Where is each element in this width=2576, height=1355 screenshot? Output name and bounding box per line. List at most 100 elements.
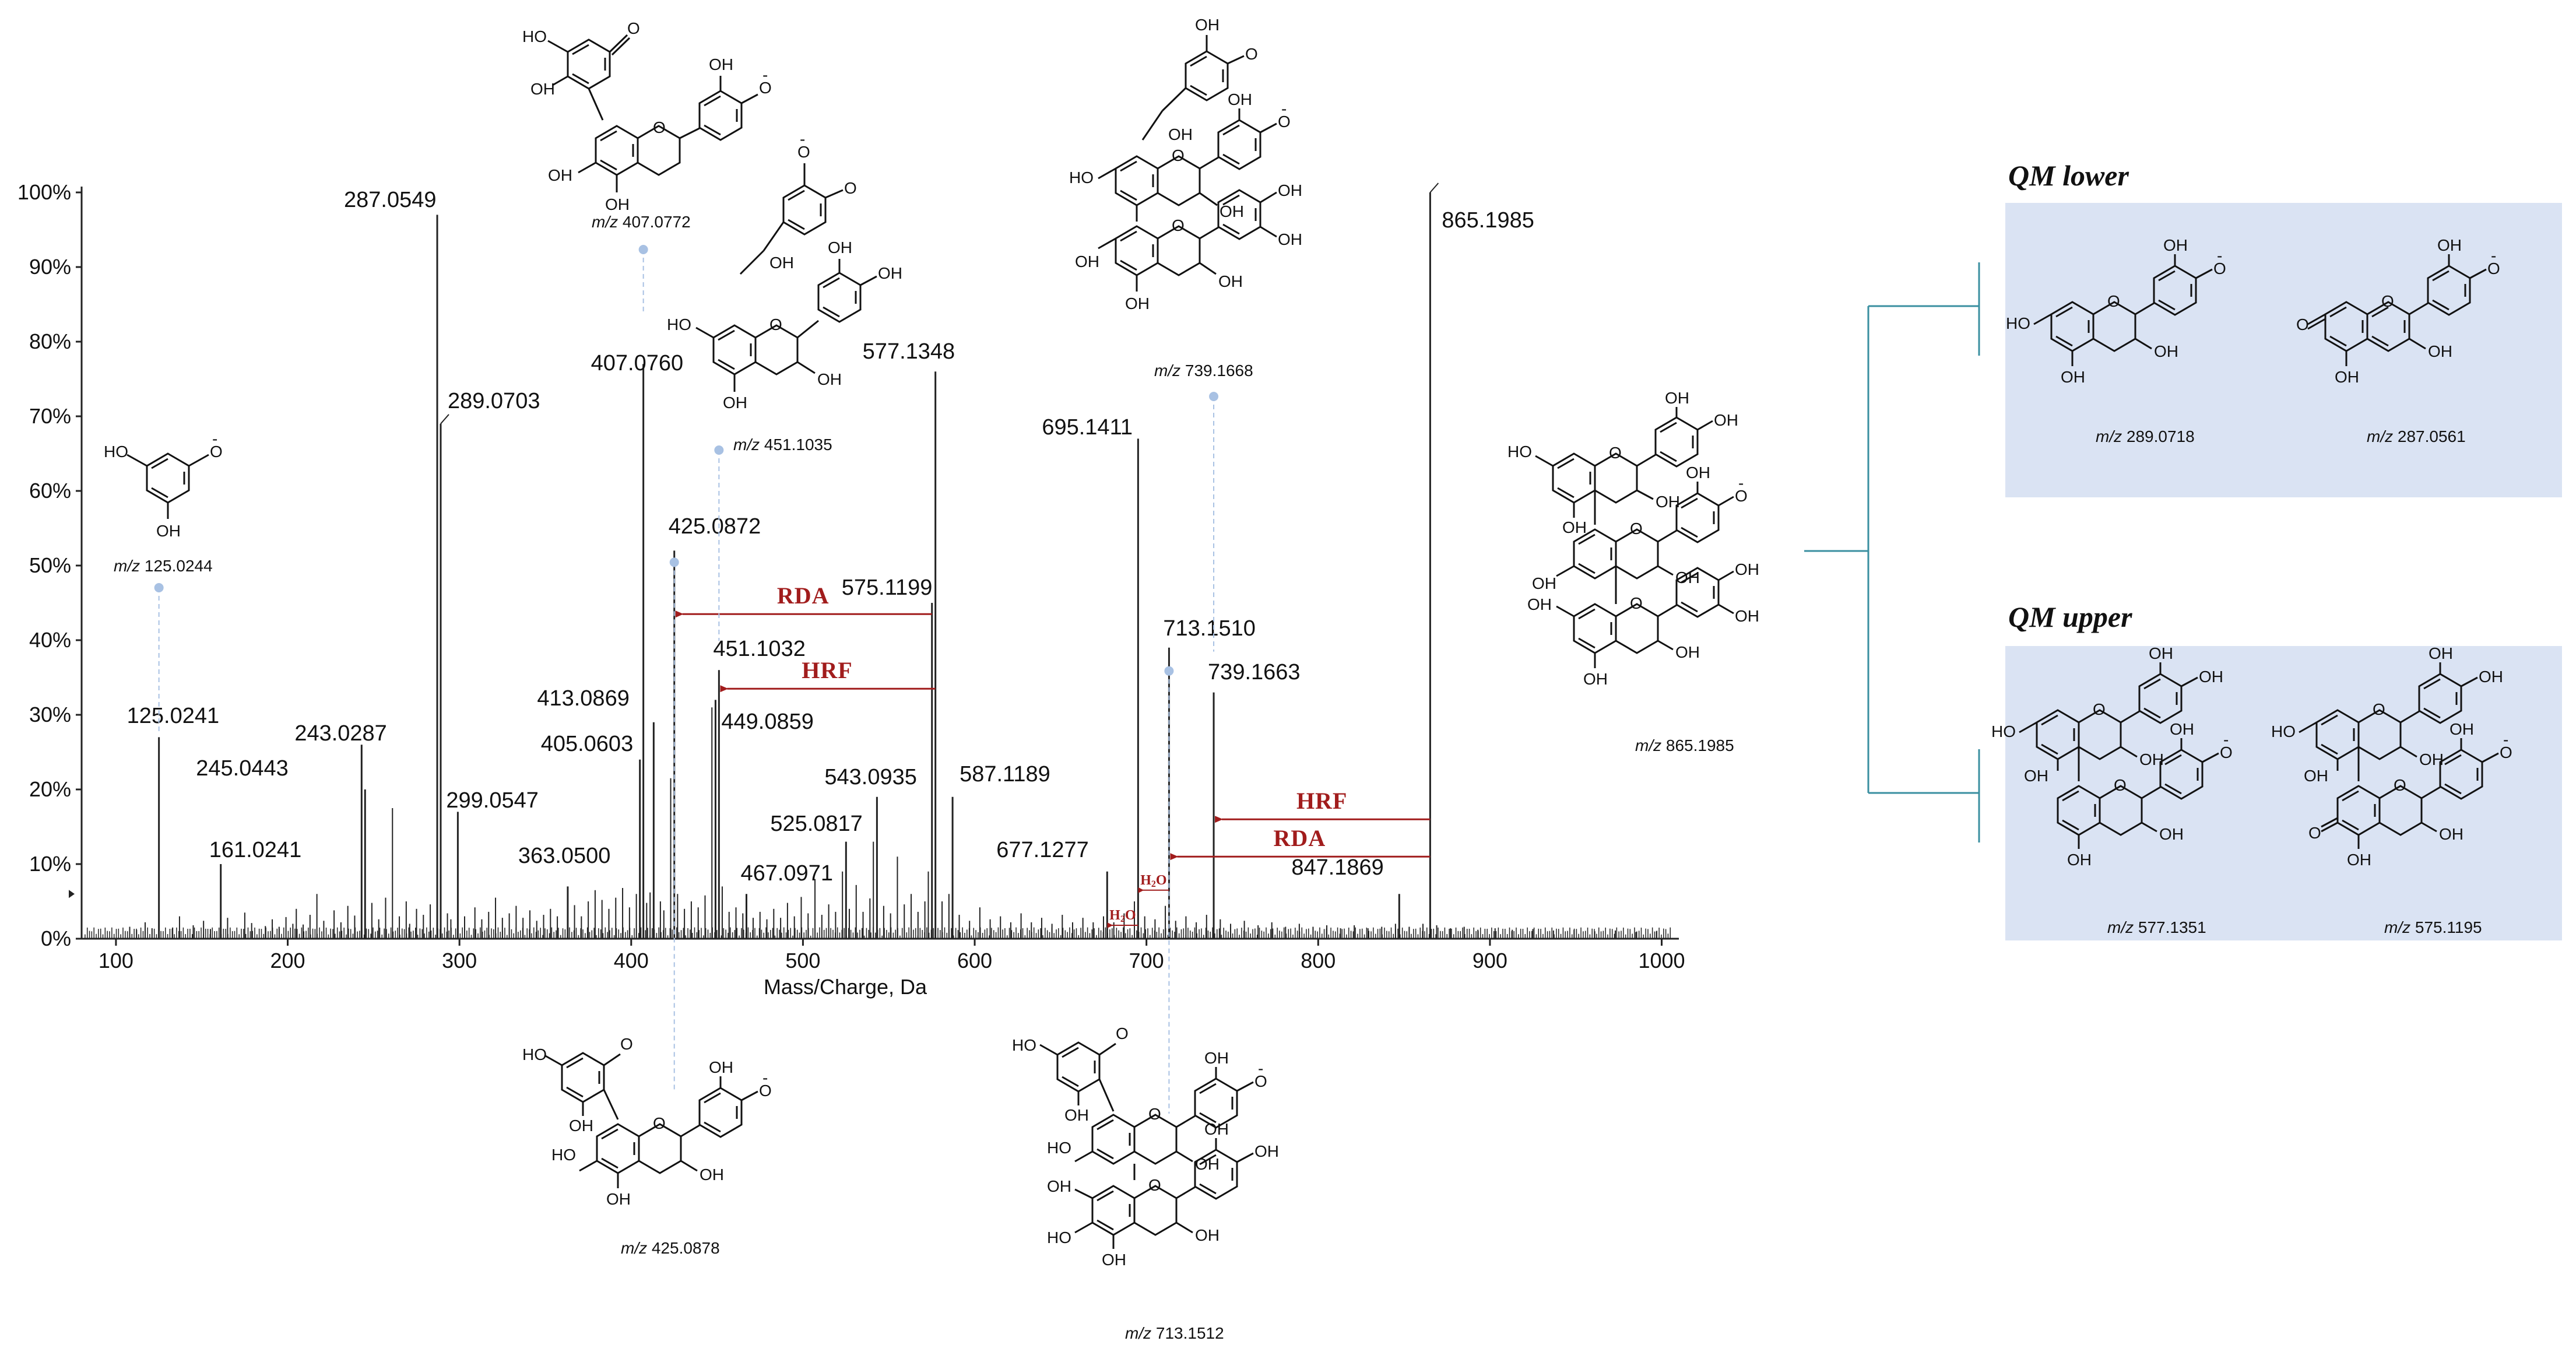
structure-289-mz: m/z 289.0718 bbox=[2096, 427, 2195, 445]
y-tick-label: 100% bbox=[17, 180, 71, 204]
y-tick-label: 10% bbox=[29, 852, 71, 876]
structure-289: O HO OH OH OH O - bbox=[2006, 236, 2226, 386]
peak-label: 425.0872 bbox=[669, 514, 761, 539]
structure-575-mz: m/z 575.1195 bbox=[2384, 918, 2482, 936]
hydroxyl-label: HO bbox=[522, 1045, 547, 1063]
fragmentation-label: H2O bbox=[1140, 873, 1166, 889]
peak-label: 289.0703 bbox=[448, 389, 540, 413]
hydroxyl-label: OH bbox=[1714, 411, 1738, 429]
oxide-label: O bbox=[2487, 259, 2500, 278]
hydroxyl-label: OH bbox=[156, 522, 181, 540]
peak-label: 677.1277 bbox=[996, 838, 1089, 862]
guide-dot bbox=[638, 245, 648, 254]
oxide-charge: - bbox=[212, 430, 217, 448]
ring-oxygen-label: O bbox=[1148, 1176, 1161, 1194]
hydroxyl-label: OH bbox=[2154, 342, 2178, 360]
peak-label: 865.1985 bbox=[1442, 208, 1534, 233]
hydroxyl-label: OH bbox=[2479, 668, 2503, 686]
oxide-label: O bbox=[620, 1035, 633, 1053]
minor-peaks bbox=[85, 707, 1671, 939]
hydroxyl-label: OH bbox=[2347, 851, 2371, 869]
fragmentation-label: H2O bbox=[1109, 908, 1136, 924]
structure-713-mz: m/z 713.1512 bbox=[1125, 1324, 1224, 1342]
x-tick-label: 500 bbox=[785, 949, 820, 973]
hydroxyl-label: HO bbox=[667, 315, 691, 334]
hydroxyl-label: OH bbox=[1168, 125, 1193, 143]
hydroxyl-label: OH bbox=[1125, 294, 1150, 313]
peak-label: 847.1869 bbox=[1291, 855, 1384, 880]
hydroxyl-label: HO bbox=[522, 27, 547, 45]
y-tick-label: 0% bbox=[41, 926, 71, 950]
peak-label: 407.0760 bbox=[591, 351, 684, 375]
hydroxyl-label: OH bbox=[709, 55, 733, 73]
ring-oxygen-label: O bbox=[2107, 292, 2120, 310]
ring-oxygen-label: O bbox=[1630, 594, 1643, 612]
hydroxyl-label: OH bbox=[1278, 181, 1302, 199]
peak-label: 577.1348 bbox=[863, 339, 955, 364]
qm-upper-panel bbox=[2005, 646, 2562, 940]
hydroxyl-label: OH bbox=[569, 1117, 593, 1135]
hydroxyl-label: HO bbox=[1507, 443, 1532, 461]
hydroxyl-label: OH bbox=[1254, 1142, 1279, 1160]
oxide-charge: - bbox=[2217, 247, 2222, 265]
hydroxyl-label: OH bbox=[2304, 767, 2328, 785]
hydroxyl-label: OH bbox=[2437, 236, 2462, 254]
ring-oxygen-label: O bbox=[1172, 146, 1185, 164]
peak-pointer bbox=[440, 414, 449, 424]
fragmentation-label: RDA bbox=[777, 582, 830, 609]
ring-oxygen-label: O bbox=[2381, 292, 2394, 310]
hydroxyl-label: OH bbox=[2428, 342, 2452, 360]
hydroxyl-label: OH bbox=[606, 1190, 631, 1208]
peak-label: 243.0287 bbox=[294, 721, 387, 746]
structure-865-mz: m/z 865.1985 bbox=[1635, 736, 1734, 754]
bracket bbox=[1804, 262, 1980, 843]
hydroxyl-label: OH bbox=[1735, 607, 1759, 625]
structure-451-mz: m/z 451.1035 bbox=[733, 436, 832, 454]
oxide-label: O bbox=[844, 179, 857, 197]
hydroxyl-label: OH bbox=[1675, 568, 1700, 587]
oxide-label: O bbox=[1254, 1072, 1267, 1090]
hydroxyl-label: OH bbox=[2429, 644, 2453, 662]
oxide-charge: - bbox=[1281, 100, 1287, 118]
hydroxyl-label: OH bbox=[700, 1166, 724, 1184]
hydroxyl-label: OH bbox=[2170, 720, 2194, 738]
hydroxyl-label: OH bbox=[878, 264, 902, 282]
ring-oxygen-label: O bbox=[1148, 1105, 1161, 1123]
structure-865: O HO OH OH OH OH O OH OH O - bbox=[1507, 389, 1759, 688]
structure-125: HO O - OH bbox=[104, 430, 223, 540]
hydroxyl-label: OH bbox=[2067, 851, 2092, 869]
structure-739: OH O OH O HO O - OH OH O OH bbox=[1069, 16, 1302, 313]
hydroxyl-label: HO bbox=[2006, 314, 2030, 332]
x-tick-label: 700 bbox=[1129, 949, 1164, 973]
x-tick-label: 100 bbox=[99, 949, 133, 973]
peak-label: 525.0817 bbox=[770, 812, 863, 836]
peak-label: 543.0935 bbox=[824, 765, 917, 789]
hydroxyl-label: HO bbox=[104, 443, 128, 461]
structure-739-mz: m/z 739.1668 bbox=[1154, 361, 1253, 380]
structure-451: O - O OH O HO OH OH OH OH bbox=[667, 130, 902, 412]
oxide-charge: - bbox=[2491, 247, 2496, 265]
ring-oxygen-label: O bbox=[769, 315, 782, 334]
y-tick-label: 20% bbox=[29, 777, 71, 801]
guide-dot bbox=[714, 445, 724, 455]
oxide-label: O bbox=[2213, 259, 2226, 278]
structure-713: HO O OH O HO OH OH O - O OH bbox=[1012, 1024, 1279, 1269]
oxide-charge: - bbox=[1258, 1059, 1263, 1077]
structure-guide-lines bbox=[154, 245, 1219, 1114]
structure-407: HO O OH O OH OH OH O - bbox=[522, 19, 772, 213]
hydroxyl-label: OH bbox=[1278, 230, 1302, 248]
x-tick-label: 800 bbox=[1301, 949, 1336, 973]
hydroxyl-label: OH bbox=[1228, 90, 1252, 108]
hydroxyl-label: OH bbox=[2024, 767, 2048, 785]
oxide-label: O bbox=[1278, 113, 1291, 131]
ring-oxygen-label: O bbox=[653, 1114, 666, 1132]
oxide-charge: - bbox=[1738, 474, 1744, 492]
peak-label: 575.1199 bbox=[842, 575, 933, 600]
peak-label: 245.0443 bbox=[196, 756, 289, 781]
hydroxyl-label: OH bbox=[1562, 518, 1587, 536]
hydroxyl-label: OH bbox=[2163, 236, 2188, 254]
fragmentation-label: HRF bbox=[802, 657, 852, 683]
ring-oxygen-label: O bbox=[2114, 776, 2127, 794]
